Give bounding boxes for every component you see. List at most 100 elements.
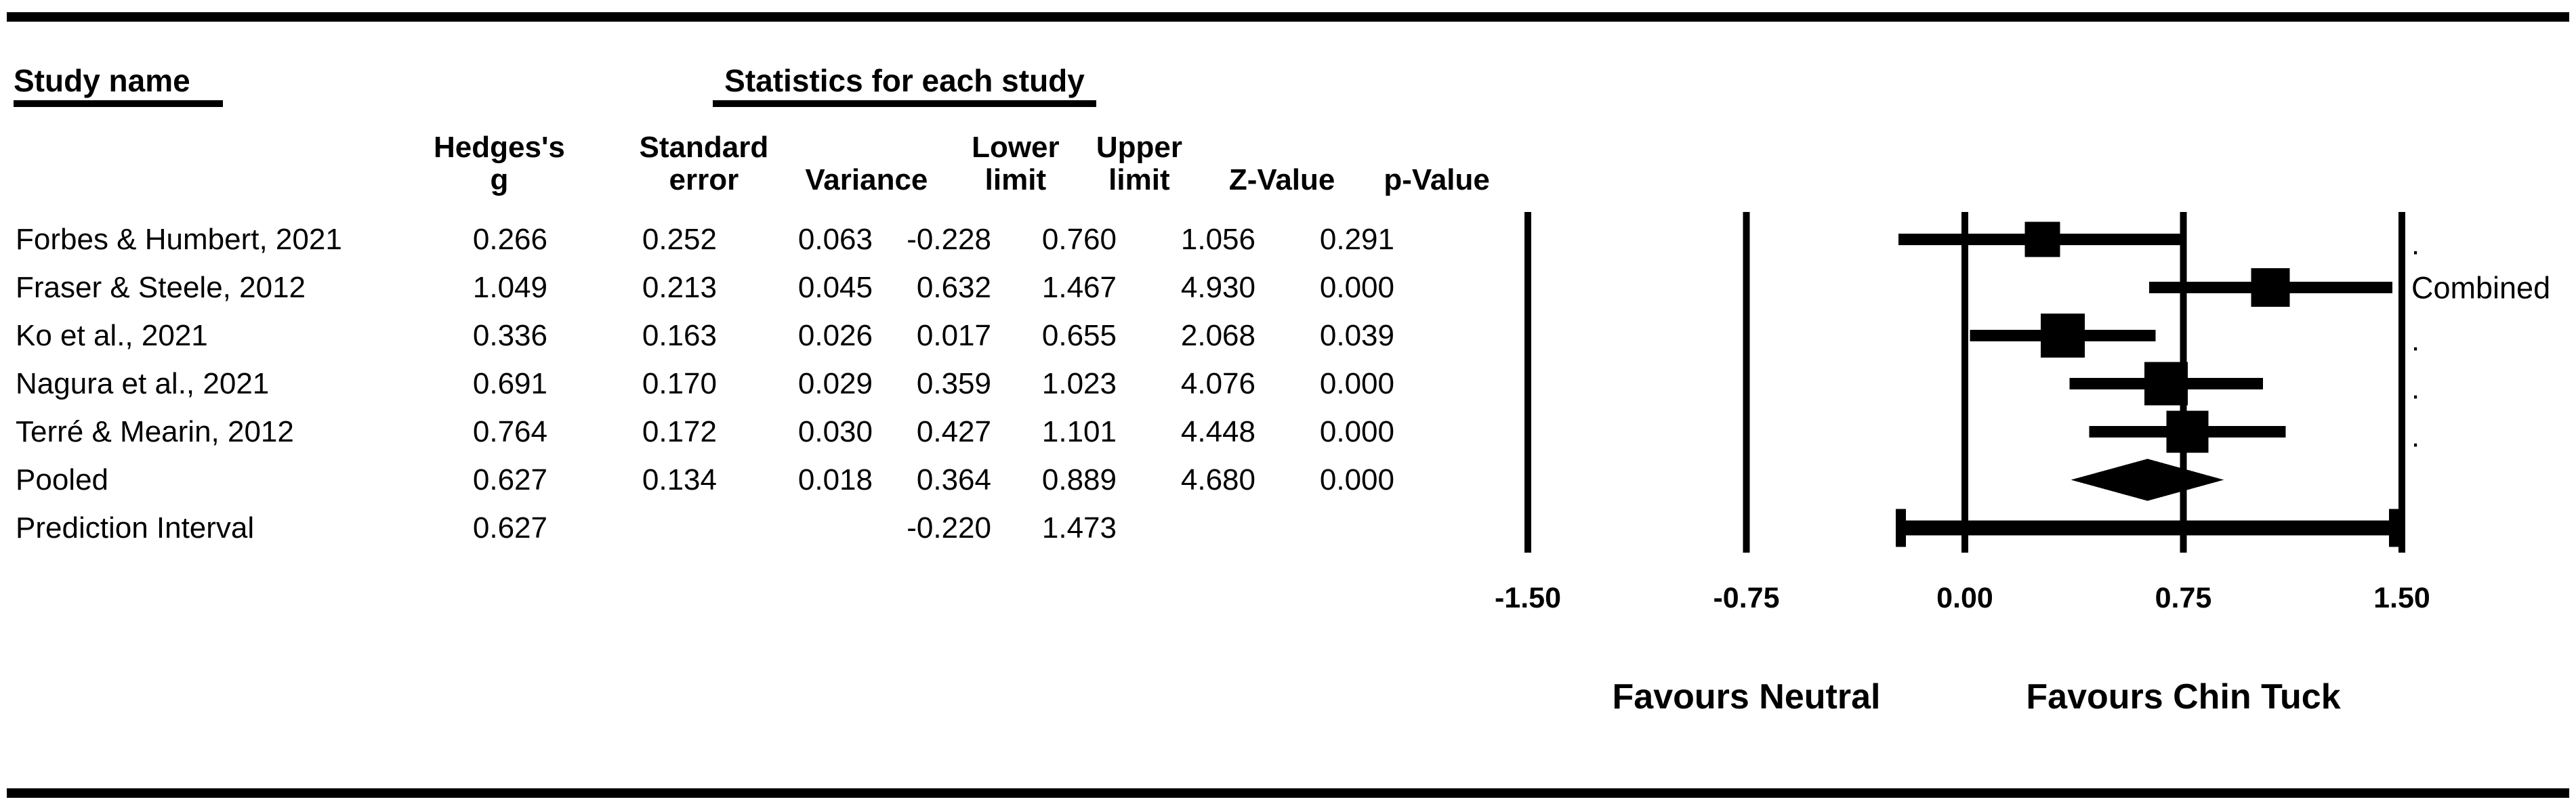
p-value-cell: 0.039 [1319,318,1394,352]
forest-plot: -1.50 -0.75 0.00 0.75 1.50. Combined... Favour… [1495,212,2550,717]
right-label-dot: . [2411,324,2419,358]
standard-error-cell: 0.213 [642,270,717,304]
table-row: Ko et al., 2021 0.336 0.163 0.026 0.017 … [14,312,1400,360]
study-name-cell: Pooled [16,463,109,496]
right-label-dot: . [2411,372,2419,406]
standard-error-cell [553,504,722,552]
lower-limit-cell: -0.228 [907,222,991,256]
header-p-l2: p-Value [1384,163,1490,196]
hedges-g-cell: 0.627 [472,511,547,545]
study-name-cell: Prediction Interval [16,511,255,545]
lower-limit-cell: 0.359 [916,366,991,400]
upper-limit-cell: 0.889 [1041,463,1117,496]
header-z-l1 [1188,131,1335,164]
study-marker [2144,362,2188,406]
header-p-l1 [1335,131,1490,164]
lower-limit-cell: 0.427 [916,414,991,448]
z-value-cell: 2.068 [1180,318,1255,352]
upper-limit-cell: 0.655 [1041,318,1117,352]
study-name-cell: Fraser & Steele, 2012 [16,270,306,304]
prediction-interval-cap [1895,509,1906,547]
study-marker [2024,221,2060,257]
x-tick-label: 1.50 [2373,582,2430,614]
header-study-l2 [14,164,434,196]
header-variance-l1 [789,131,944,164]
standard-error-cell: 0.252 [642,222,717,256]
header-row-1: Hedges's Standard Lower Upper [14,131,1490,164]
hedges-g-cell: 1.049 [472,270,547,304]
z-value-cell [1122,504,1261,552]
x-tick-label: -0.75 [1713,582,1779,614]
variance-cell: 0.029 [797,366,873,400]
study-name-cell: Ko et al., 2021 [16,318,208,352]
p-value-cell: 0.000 [1319,366,1394,400]
header-hedges-l1: Hedges's [434,131,565,164]
table-row: Forbes & Humbert, 2021 0.266 0.252 0.063… [14,215,1400,263]
x-tick-label: 0.00 [1936,582,1993,614]
study-marker [2251,268,2290,307]
study-marker [2166,410,2209,453]
lower-limit-cell: 0.632 [916,270,991,304]
table-row-pooled: Pooled 0.627 0.134 0.018 0.364 0.889 4.6… [14,456,1400,504]
prediction-interval-cap [2388,509,2399,547]
z-value-cell: 4.680 [1180,463,1255,496]
standard-error-cell: 0.172 [642,414,717,448]
variance-cell: 0.045 [797,270,873,304]
bottom-border-bar [7,788,2569,798]
upper-limit-cell: 1.473 [1041,511,1117,545]
study-name-cell: Nagura et al., 2021 [16,366,270,400]
study-name-column-title: Study name [14,65,223,107]
standard-error-cell: 0.134 [642,463,717,496]
column-headers: Hedges's Standard Lower Upper g error Va… [14,131,1490,196]
standard-error-cell: 0.170 [642,366,717,400]
statistics-table: Forbes & Humbert, 2021 0.266 0.252 0.063… [14,215,1400,552]
lower-limit-cell: 0.017 [916,318,991,352]
right-label-combined: Combined [2411,271,2550,305]
header-upper-l1: Upper [1096,131,1182,164]
header-lower-l2: limit [984,163,1047,196]
p-value-cell: 0.000 [1319,414,1394,448]
z-value-cell: 1.056 [1180,222,1255,256]
hedges-g-cell: 0.691 [472,366,547,400]
header-standard-l2: error [669,163,739,196]
p-value-cell: 0.291 [1319,222,1394,256]
p-value-cell [1261,504,1400,552]
upper-limit-cell: 0.760 [1041,222,1117,256]
study-marker [2040,314,2085,358]
hedges-g-cell: 0.266 [472,222,547,256]
variance-cell [722,504,878,552]
variance-cell: 0.018 [797,463,873,496]
hedges-g-cell: 0.764 [472,414,547,448]
header-study-l1 [14,131,434,164]
favours-left-label: Favours Neutral [1613,677,1881,717]
x-tick-label: 0.75 [2155,582,2212,614]
header-hedges-l2: g [490,163,509,196]
lower-limit-cell: 0.364 [916,463,991,496]
header-upper-l2: limit [1108,163,1170,196]
right-label-dot: . [2411,421,2419,454]
lower-limit-cell: -0.220 [907,511,991,545]
variance-cell: 0.030 [797,414,873,448]
header-variance-l2: Variance [805,163,928,196]
header-lower-l1: Lower [972,131,1060,164]
header-z-l2: Z-Value [1228,163,1335,196]
header-standard-l1: Standard [639,131,769,164]
z-value-cell: 4.448 [1180,414,1255,448]
study-name-cell: Forbes & Humbert, 2021 [16,222,342,256]
table-row: Terré & Mearin, 2012 0.764 0.172 0.030 0… [14,408,1400,456]
right-label-dot: . [2411,228,2419,261]
header-row-2: g error Variance limit limit Z-Value p-V… [14,163,1490,196]
p-value-cell: 0.000 [1319,463,1394,496]
prediction-interval-bar [1900,520,2394,536]
p-value-cell: 0.000 [1319,270,1394,304]
table-row: Nagura et al., 2021 0.691 0.170 0.029 0.… [14,360,1400,408]
table-row-prediction-interval: Prediction Interval 0.627 -0.220 1.473 [14,504,1400,552]
upper-limit-cell: 1.467 [1041,270,1117,304]
pooled-diamond [2071,459,2224,501]
hedges-g-cell: 0.627 [472,463,547,496]
statistics-section-title: Statistics for each study [713,65,1096,107]
study-name-cell: Terré & Mearin, 2012 [16,414,294,448]
z-value-cell: 4.930 [1180,270,1255,304]
hedges-g-cell: 0.336 [472,318,547,352]
